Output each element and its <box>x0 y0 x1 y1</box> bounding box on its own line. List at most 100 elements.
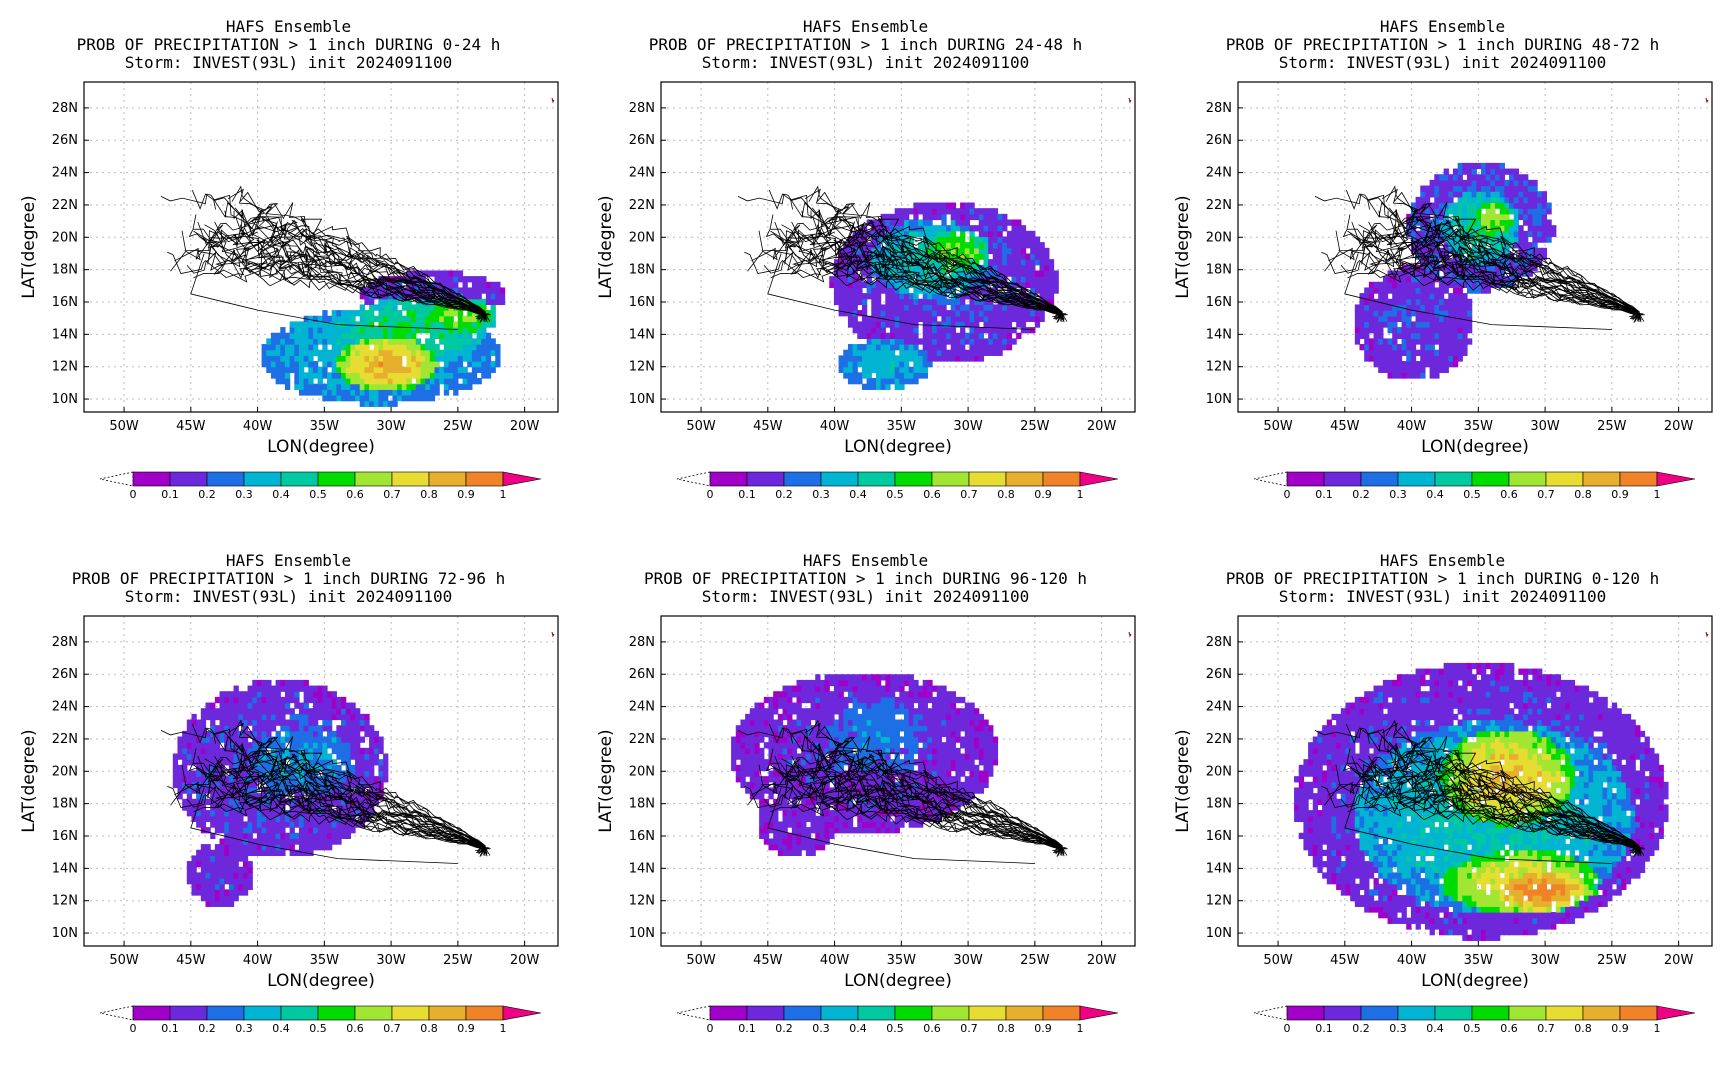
probability-cell <box>186 776 193 783</box>
probability-cell <box>186 781 193 789</box>
probability-cell <box>336 736 342 743</box>
probability-cell <box>369 332 375 339</box>
probability-cell <box>270 832 277 840</box>
probability-cell <box>214 815 221 823</box>
probability-cell <box>1034 236 1041 243</box>
probability-cell <box>904 242 910 249</box>
probability-cell <box>471 355 478 362</box>
probability-cell <box>894 378 900 385</box>
probability-cell <box>462 321 468 328</box>
probability-cell <box>317 685 323 692</box>
probability-cell <box>768 736 774 743</box>
probability-cell <box>1462 202 1468 209</box>
probability-cell <box>1438 361 1445 368</box>
probability-cell <box>894 383 900 390</box>
probability-cell <box>224 878 230 885</box>
probability-cell <box>1420 264 1426 272</box>
probability-cell <box>294 679 300 687</box>
probability-cell <box>448 287 454 294</box>
probability-cell <box>233 872 239 879</box>
probability-cell <box>796 827 802 834</box>
probability-cell <box>843 674 849 681</box>
probability-cell <box>200 747 207 755</box>
probability-cell <box>768 696 774 704</box>
y-tick-label: 18N <box>629 263 655 278</box>
probability-cell <box>434 378 440 385</box>
probability-cell <box>805 730 812 738</box>
probability-cell <box>1518 236 1524 243</box>
probability-cell <box>815 747 821 755</box>
probability-cell <box>247 685 253 692</box>
probability-cell <box>495 361 501 368</box>
probability-cell <box>1541 253 1548 260</box>
probability-cell <box>210 861 216 868</box>
probability-cell <box>1448 202 1454 209</box>
colorbar-level-label: 0.3 <box>235 1022 253 1035</box>
probability-cell <box>815 827 821 834</box>
probability-cell <box>768 747 774 755</box>
probability-cell <box>1025 270 1031 277</box>
probability-cell <box>1546 219 1552 226</box>
probability-cell <box>350 810 356 817</box>
probability-cell <box>387 378 394 385</box>
probability-cell <box>1466 327 1473 334</box>
probability-cell <box>200 798 207 806</box>
probability-cell <box>1457 208 1463 215</box>
probability-cell <box>495 293 501 300</box>
probability-cell <box>1044 276 1050 283</box>
probability-cell <box>810 810 816 817</box>
probability-cell <box>749 708 756 715</box>
probability-cell <box>336 798 342 806</box>
probability-cell <box>303 349 309 356</box>
probability-cell <box>918 253 924 260</box>
probability-cell <box>298 776 305 783</box>
probability-cell <box>796 821 802 828</box>
probability-cell <box>214 895 221 902</box>
probability-cell <box>448 321 454 328</box>
probability-cell <box>266 793 272 800</box>
probability-cell <box>322 759 328 766</box>
probability-cell <box>1443 185 1449 192</box>
probability-cell <box>983 270 989 277</box>
probability-cell <box>308 685 314 692</box>
probability-cell <box>312 747 319 755</box>
probability-cell <box>280 713 286 721</box>
probability-cell <box>899 304 905 311</box>
probability-cell <box>214 742 221 749</box>
probability-cell <box>341 787 347 794</box>
track-line <box>1344 253 1612 330</box>
probability-cell <box>810 696 816 704</box>
probability-cell <box>1034 270 1041 277</box>
probability-cell <box>247 827 253 834</box>
probability-cell <box>182 736 188 743</box>
x-tick-label: 50W <box>1263 419 1293 434</box>
probability-cell <box>847 730 854 738</box>
probability-cell <box>1438 230 1445 238</box>
probability-cell <box>754 770 760 777</box>
probability-cell <box>787 753 793 760</box>
probability-cell <box>763 832 770 840</box>
probability-cell <box>1354 304 1361 311</box>
probability-cell <box>401 332 408 339</box>
probability-cell <box>992 327 999 334</box>
probability-cell <box>791 849 798 857</box>
probability-cell <box>439 310 445 317</box>
probability-cell <box>936 293 942 300</box>
y-tick-label: 22N <box>52 198 78 213</box>
chart-subtitle: PROB OF PRECIPITATION > 1 inch DURING 72… <box>72 569 505 588</box>
probability-cell <box>745 736 751 743</box>
probability-cell <box>1034 321 1041 328</box>
probability-cell <box>749 781 756 789</box>
probability-cell <box>205 889 211 896</box>
probability-cell <box>1016 315 1022 323</box>
probability-cell <box>341 781 347 789</box>
probability-cell <box>922 332 928 339</box>
probability-cell <box>1396 270 1403 277</box>
probability-cell <box>224 855 230 862</box>
probability-cell <box>1490 202 1496 209</box>
probability-cell <box>233 776 239 783</box>
probability-cell <box>252 770 258 777</box>
colorbar-swatch <box>1508 471 1547 487</box>
probability-cell <box>303 821 309 828</box>
probability-cell <box>875 236 882 243</box>
